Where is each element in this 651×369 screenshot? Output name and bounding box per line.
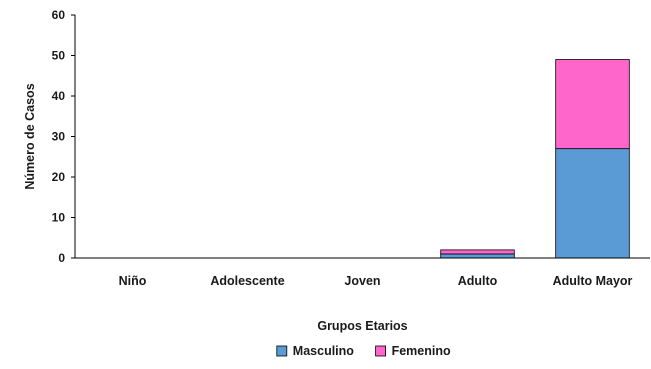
bar-femenino-4: [440, 249, 515, 255]
y-axis-ticks: 0 10 20 30 40 50 60: [52, 8, 75, 265]
bar-femenino-5: [555, 59, 630, 150]
legend-swatch-femenino: [375, 345, 387, 357]
bar-masculino-5: [555, 148, 630, 259]
y-tick-label: 30: [52, 130, 66, 144]
x-axis-title: Grupos Etarios: [317, 319, 407, 333]
bar-masculino-4: [440, 253, 515, 259]
x-category-label: Adolescente: [210, 274, 284, 288]
x-category-label: Joven: [344, 274, 380, 288]
y-tick-label: 60: [52, 8, 66, 22]
plot-area: [440, 59, 630, 259]
y-tick-label: 40: [52, 89, 66, 103]
y-tick-label: 50: [52, 49, 66, 63]
legend-swatch-masculino: [276, 345, 288, 357]
y-tick-label: 20: [52, 170, 66, 184]
legend-label-masculino: Masculino: [293, 344, 354, 358]
legend: Masculino Femenino: [276, 344, 451, 358]
x-axis-category-labels: Niño Adolescente Joven Adulto Adulto Mayor: [119, 274, 633, 288]
x-category-label: Niño: [119, 274, 147, 288]
y-tick-label: 0: [58, 251, 65, 265]
x-category-label: Adulto Mayor: [553, 274, 633, 288]
x-category-label: Adulto: [458, 274, 498, 288]
y-tick-label: 10: [52, 211, 66, 225]
legend-label-femenino: Femenino: [392, 344, 451, 358]
y-axis-title: Número de Casos: [23, 83, 37, 189]
